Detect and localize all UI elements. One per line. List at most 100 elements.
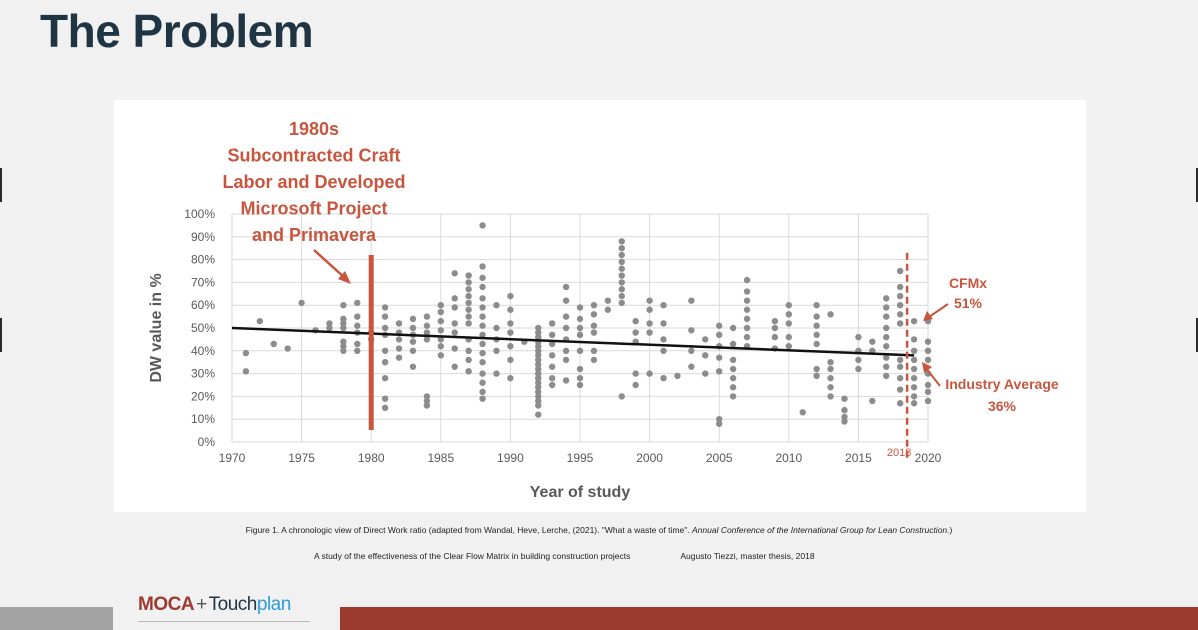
data-point [883,324,890,332]
y-tick-label: 100% [184,207,215,221]
data-point [743,306,751,313]
data-point [910,317,918,325]
data-point [604,306,612,313]
data-point [924,356,932,364]
data-point [855,356,862,364]
data-point [883,372,890,380]
data-point [896,400,904,407]
data-point [910,384,918,391]
data-point [548,352,556,359]
data-point [381,313,389,320]
data-point [688,347,695,354]
data-point [924,338,932,345]
data-point [660,374,667,382]
data-point [535,329,542,336]
data-point [924,388,932,396]
logo-underline [138,621,310,622]
data-point [437,308,444,316]
data-point [813,322,820,329]
annotation-industry-line: 36% [988,398,1017,414]
data-point [479,395,486,402]
data-point [743,324,751,332]
x-tick-label: 1990 [497,451,524,465]
data-point [479,340,486,348]
data-point [242,349,250,357]
logo-touch: Touch [208,594,258,615]
data-point [465,320,472,327]
logo-moca: MOCA [138,594,195,615]
data-point [507,374,514,382]
data-point [910,374,918,382]
data-point [270,340,277,348]
data-point [548,381,556,389]
data-point [576,315,584,323]
data-point [646,320,653,327]
data-point [743,276,751,284]
data-point [716,420,723,427]
data-point [340,343,347,350]
x-tick-label: 2010 [775,451,802,465]
data-point [562,356,570,364]
data-point [423,397,431,405]
data-point [910,336,918,343]
data-point [535,388,542,396]
data-point [479,263,486,270]
data-point [590,311,598,318]
data-point [479,331,486,339]
data-point [771,324,779,332]
data-point [507,306,514,313]
left-edge-mark [0,318,2,352]
data-point [618,258,625,266]
chart-labels: 2018 1980s Subcontracted Craft Labor and De… [222,119,1058,459]
data-point [743,315,751,323]
data-point [479,313,486,320]
data-point [924,347,932,354]
data-point [910,356,918,364]
data-point [729,365,737,373]
data-point [729,374,737,382]
data-point [465,356,472,364]
data-point [827,311,834,318]
data-point [395,320,403,327]
data-point [729,356,737,364]
data-point [841,406,848,414]
data-point [729,340,737,348]
data-point [535,397,542,405]
data-point [451,345,458,352]
data-point [813,372,820,380]
data-point [632,317,639,325]
annotation-industry: Industry Average 36% [945,376,1059,414]
data-point [674,372,681,380]
data-point [590,302,598,309]
data-point [743,297,751,304]
data-point [660,320,667,327]
data-point [813,302,820,309]
data-point [423,402,431,409]
annotation-1980s-line: and Primavera [252,225,377,245]
data-point [451,304,458,311]
data-point [660,336,667,343]
data-point [576,365,584,373]
data-point [896,267,904,275]
data-point [479,274,486,282]
data-point [827,359,834,366]
data-point [896,302,904,309]
chart-axes: 0% 10% 20% 30% 40% 50% 60% 70% 80% 90% 100% 1970 197… [148,207,942,501]
data-point [479,388,486,396]
data-point [395,345,403,352]
data-point [479,304,486,311]
data-point [910,400,918,407]
data-point [604,297,612,304]
data-point [395,336,403,343]
data-point [716,416,723,423]
data-point [284,345,291,352]
data-point [562,313,570,320]
data-point [618,238,625,245]
right-edge-mark [1196,168,1198,202]
x-axis-title: Year of study [530,484,631,501]
data-point [340,338,347,345]
data-point [562,297,570,304]
x-tick-label: 1970 [219,451,246,465]
data-point [465,368,472,375]
data-point [535,393,542,400]
